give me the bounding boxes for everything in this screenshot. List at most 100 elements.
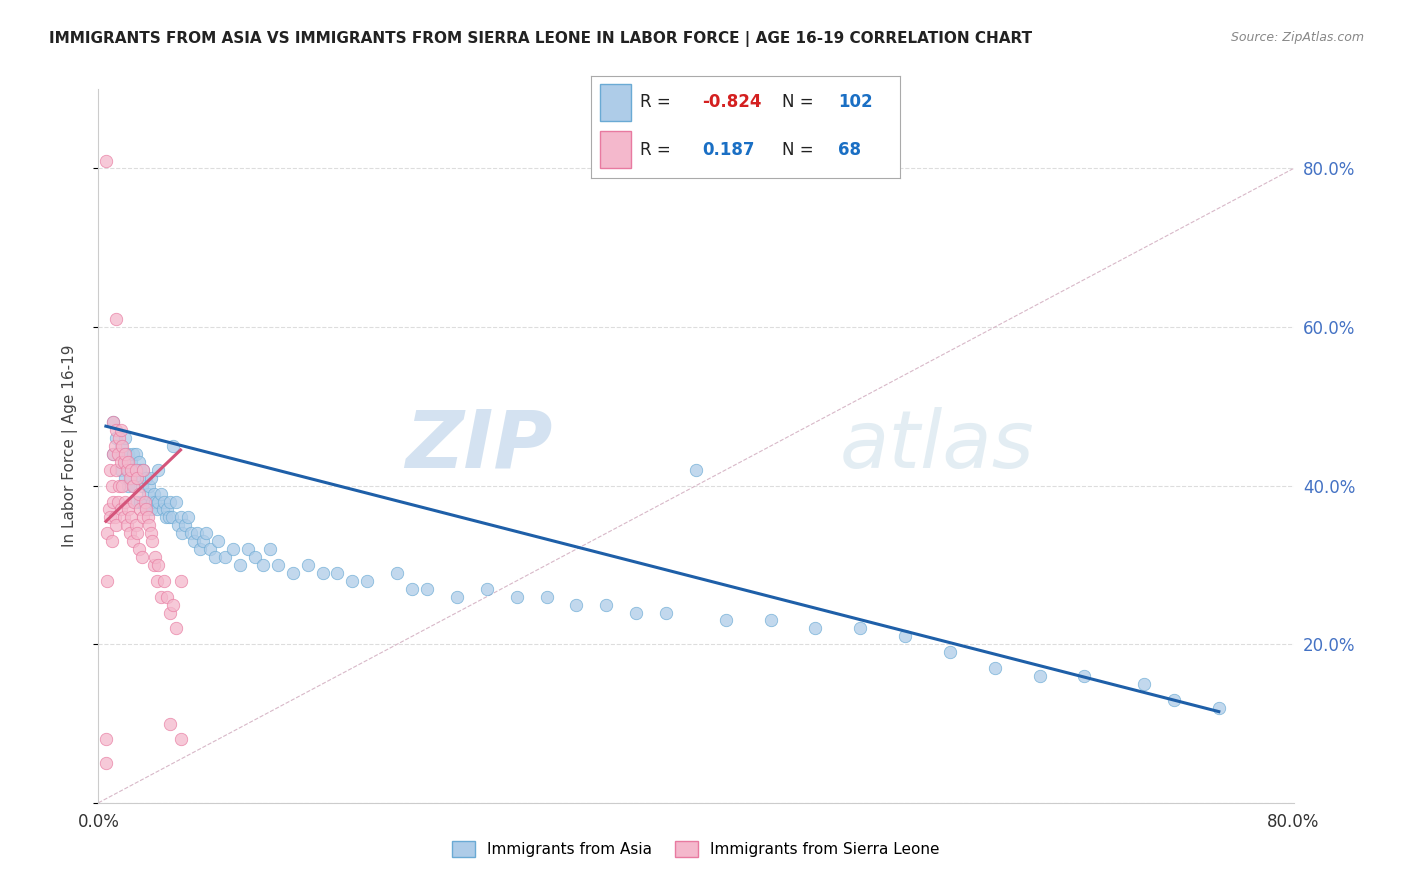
Point [105, 312, 128, 326]
Point [103, 447, 125, 461]
Point [311, 566, 333, 580]
Point [127, 526, 149, 541]
Point [115, 518, 138, 533]
Point [114, 431, 136, 445]
Point [655, 606, 678, 620]
Point [169, 510, 191, 524]
Point [159, 716, 181, 731]
Point [131, 549, 153, 564]
Point [94, 732, 117, 747]
Point [135, 471, 157, 485]
Point [626, 606, 648, 620]
Point [174, 518, 197, 533]
Point [183, 534, 205, 549]
Point [115, 463, 138, 477]
Point [141, 494, 163, 508]
Point [110, 463, 132, 477]
Text: Source: ZipAtlas.com: Source: ZipAtlas.com [1230, 31, 1364, 45]
Point [112, 510, 135, 524]
Point [236, 542, 259, 557]
Point [108, 431, 131, 445]
Point [114, 455, 136, 469]
Point [105, 518, 128, 533]
Point [157, 510, 180, 524]
Point [101, 534, 124, 549]
Point [114, 447, 136, 461]
Point [121, 534, 143, 549]
Point [152, 502, 174, 516]
Point [155, 510, 177, 524]
Point [297, 558, 319, 572]
Point [111, 447, 134, 461]
Point [172, 526, 194, 541]
Point [135, 502, 157, 516]
Point [148, 463, 170, 477]
Point [849, 621, 872, 635]
FancyBboxPatch shape [600, 131, 631, 168]
Point [125, 518, 148, 533]
Point [1208, 700, 1230, 714]
Point [136, 486, 159, 500]
Text: -0.824: -0.824 [702, 94, 762, 112]
Point [129, 502, 152, 516]
Point [1133, 677, 1156, 691]
Text: IMMIGRANTS FROM ASIA VS IMMIGRANTS FROM SIERRA LEONE IN LABOR FORCE | AGE 16-19 : IMMIGRANTS FROM ASIA VS IMMIGRANTS FROM … [49, 31, 1032, 47]
Point [135, 502, 157, 516]
Point [97, 502, 120, 516]
Point [128, 542, 150, 557]
Point [111, 439, 134, 453]
Point [1073, 669, 1095, 683]
Point [129, 463, 152, 477]
Point [150, 590, 173, 604]
Point [145, 574, 167, 588]
Point [222, 542, 245, 557]
Point [139, 471, 162, 485]
Point [105, 463, 128, 477]
Point [117, 478, 139, 492]
Point [112, 455, 135, 469]
Point [98, 463, 122, 477]
Point [165, 621, 187, 635]
Point [191, 534, 214, 549]
Point [132, 463, 155, 477]
Point [138, 518, 160, 533]
Point [259, 542, 281, 557]
Point [128, 455, 150, 469]
Point [326, 566, 349, 580]
Point [475, 582, 498, 596]
Point [595, 598, 617, 612]
Point [186, 526, 208, 541]
Point [131, 478, 153, 492]
Point [118, 526, 141, 541]
Point [685, 463, 707, 477]
Point [939, 645, 962, 659]
Text: 102: 102 [838, 94, 873, 112]
Text: 68: 68 [838, 141, 860, 159]
Point [127, 471, 149, 485]
Point [162, 439, 184, 453]
Point [108, 478, 131, 492]
Point [195, 526, 218, 541]
Point [115, 455, 138, 469]
Text: 0.187: 0.187 [702, 141, 755, 159]
Point [103, 415, 125, 429]
Point [342, 574, 364, 588]
Point [110, 502, 132, 516]
Point [156, 502, 179, 516]
Point [804, 621, 827, 635]
Y-axis label: In Labor Force | Age 16-19: In Labor Force | Age 16-19 [62, 344, 77, 548]
Point [103, 447, 125, 461]
Point [132, 510, 155, 524]
Point [136, 510, 159, 524]
Point [145, 502, 167, 516]
Point [110, 439, 132, 453]
Point [114, 494, 136, 508]
Point [252, 558, 274, 572]
Point [143, 494, 166, 508]
Point [565, 598, 588, 612]
Point [245, 549, 267, 564]
Point [153, 494, 176, 508]
Point [120, 471, 142, 485]
Text: R =: R = [640, 94, 671, 112]
Point [169, 732, 191, 747]
